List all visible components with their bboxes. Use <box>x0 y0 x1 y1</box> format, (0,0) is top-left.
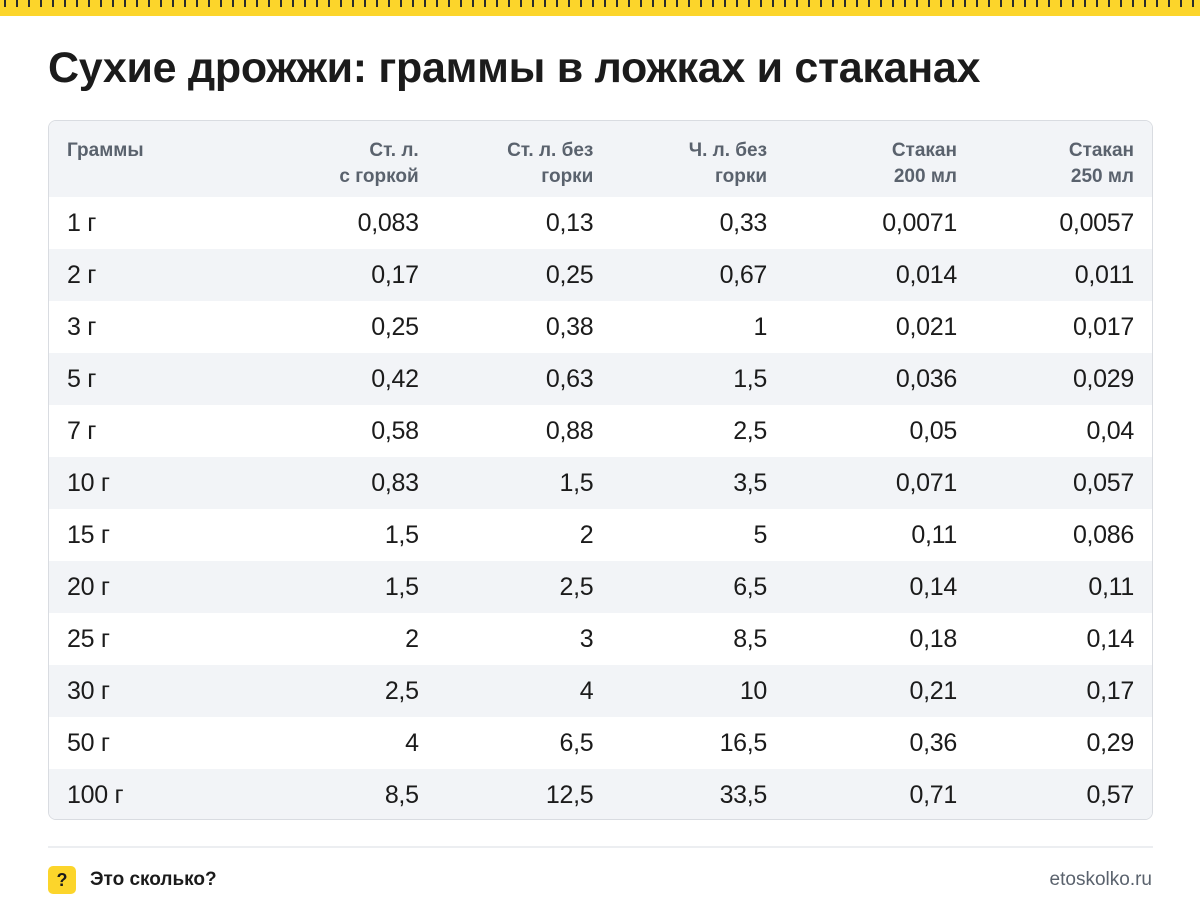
value-cell: 0,17 <box>1086 676 1135 705</box>
value-cell: 0,014 <box>895 260 957 289</box>
table-row: 25 г 2 3 8,5 0,18 0,14 <box>49 613 1152 665</box>
table-row: 3 г 0,25 0,38 1 0,021 0,017 <box>49 301 1152 353</box>
value-cell: 2 <box>405 624 419 653</box>
value-cell: 6,5 <box>733 572 768 601</box>
table-row: 100 г 8,5 12,5 33,5 0,71 0,57 <box>49 769 1152 819</box>
value-cell: 0,88 <box>545 416 594 445</box>
header-grams: Граммы <box>67 140 144 161</box>
table-row: 30 г 2,5 4 10 0,21 0,17 <box>49 665 1152 717</box>
value-cell: 0,021 <box>895 312 957 341</box>
value-cell: 1,5 <box>733 364 768 393</box>
value-cell: 0,036 <box>895 364 957 393</box>
table-row: 20 г 1,5 2,5 6,5 0,14 0,11 <box>49 561 1152 613</box>
value-cell: 0,25 <box>371 312 419 341</box>
value-cell: 0,14 <box>1086 624 1135 653</box>
value-cell: 5 <box>753 520 768 549</box>
value-cell: 12,5 <box>545 780 594 809</box>
grams-cell: 100 г <box>67 780 124 809</box>
table-row: 15 г 1,5 2 5 0,11 0,086 <box>49 509 1152 561</box>
value-cell: 2 <box>579 520 594 549</box>
value-cell: 0,21 <box>909 676 958 705</box>
brand-name: Это сколько? <box>90 869 217 890</box>
ruler-decoration <box>0 0 1200 16</box>
question-icon: ? <box>48 866 76 894</box>
grams-cell: 25 г <box>67 624 110 653</box>
value-cell: 1,5 <box>384 572 419 601</box>
grams-cell: 7 г <box>67 416 97 445</box>
value-cell: 1,5 <box>384 520 419 549</box>
grams-cell: 5 г <box>67 364 97 393</box>
table-header-row: Граммы Ст. л. с горкой Ст. л. без горки Ч.… <box>49 121 1152 197</box>
value-cell: 2,5 <box>733 416 768 445</box>
value-cell: 10 <box>739 676 768 705</box>
header-glass-200: Стакан 200 мл <box>891 140 957 187</box>
table-row: 50 г 4 6,5 16,5 0,36 0,29 <box>49 717 1152 769</box>
table-row: 1 г 0,083 0,13 0,33 0,0071 0,0057 <box>49 197 1152 249</box>
value-cell: 4 <box>405 728 419 757</box>
value-cell: 2,5 <box>384 676 419 705</box>
value-cell: 0,05 <box>909 416 958 445</box>
value-cell: 0,33 <box>719 208 768 237</box>
value-cell: 0,04 <box>1086 416 1135 445</box>
grams-cell: 30 г <box>67 676 110 705</box>
value-cell: 0,25 <box>545 260 594 289</box>
value-cell: 0,83 <box>371 468 419 497</box>
value-cell: 0,0071 <box>882 208 957 237</box>
value-cell: 0,13 <box>545 208 594 237</box>
table-row: 7 г 0,58 0,88 2,5 0,05 0,04 <box>49 405 1152 457</box>
value-cell: 16,5 <box>719 728 768 757</box>
value-cell: 0,42 <box>371 364 419 393</box>
table-row: 10 г 0,83 1,5 3,5 0,071 0,057 <box>49 457 1152 509</box>
grams-cell: 1 г <box>67 208 97 237</box>
value-cell: 1 <box>753 312 768 341</box>
grams-cell: 50 г <box>67 728 110 757</box>
header-glass-250: Стакан 250 мл <box>1068 140 1134 187</box>
value-cell: 0,67 <box>719 260 768 289</box>
value-cell: 0,083 <box>357 208 419 237</box>
value-cell: 3 <box>579 624 594 653</box>
value-cell: 0,011 <box>1074 260 1135 289</box>
value-cell: 4 <box>579 676 594 705</box>
value-cell: 3,5 <box>733 468 768 497</box>
value-cell: 8,5 <box>384 780 419 809</box>
value-cell: 0,11 <box>911 520 957 549</box>
page-title: Сухие дрожжи: граммы в ложках и стаканах <box>48 44 981 92</box>
value-cell: 0,0057 <box>1059 208 1134 237</box>
value-cell: 33,5 <box>719 780 768 809</box>
grams-cell: 3 г <box>67 312 97 341</box>
value-cell: 0,029 <box>1072 364 1134 393</box>
value-cell: 0,17 <box>371 260 419 289</box>
value-cell: 6,5 <box>559 728 594 757</box>
value-cell: 0,071 <box>895 468 957 497</box>
value-cell: 1,5 <box>559 468 594 497</box>
value-cell: 8,5 <box>733 624 768 653</box>
value-cell: 0,14 <box>909 572 958 601</box>
grams-cell: 20 г <box>67 572 110 601</box>
conversion-table: Граммы Ст. л. с горкой Ст. л. без горки Ч.… <box>48 120 1153 820</box>
value-cell: 0,36 <box>909 728 958 757</box>
site-link[interactable]: etoskolko.ru <box>1049 869 1152 890</box>
value-cell: 2,5 <box>559 572 594 601</box>
value-cell: 0,38 <box>545 312 594 341</box>
value-cell: 0,63 <box>545 364 594 393</box>
value-cell: 0,29 <box>1086 728 1135 757</box>
footer-divider <box>48 846 1153 848</box>
value-cell: 0,57 <box>1086 780 1135 809</box>
value-cell: 0,086 <box>1072 520 1134 549</box>
value-cell: 0,017 <box>1072 312 1134 341</box>
grams-cell: 2 г <box>67 260 97 289</box>
header-tbsp-level: Ст. л. без горки <box>507 140 594 187</box>
value-cell: 0,71 <box>909 780 958 809</box>
value-cell: 0,057 <box>1072 468 1134 497</box>
header-tsp-level: Ч. л. без горки <box>688 140 768 187</box>
value-cell: 0,58 <box>371 416 419 445</box>
value-cell: 0,11 <box>1088 572 1134 601</box>
value-cell: 0,18 <box>909 624 958 653</box>
header-tbsp-heaped: Ст. л. с горкой <box>339 140 419 187</box>
grams-cell: 10 г <box>67 468 110 497</box>
grams-cell: 15 г <box>67 520 110 549</box>
table-row: 2 г 0,17 0,25 0,67 0,014 0,011 <box>49 249 1152 301</box>
table-row: 5 г 0,42 0,63 1,5 0,036 0,029 <box>49 353 1152 405</box>
